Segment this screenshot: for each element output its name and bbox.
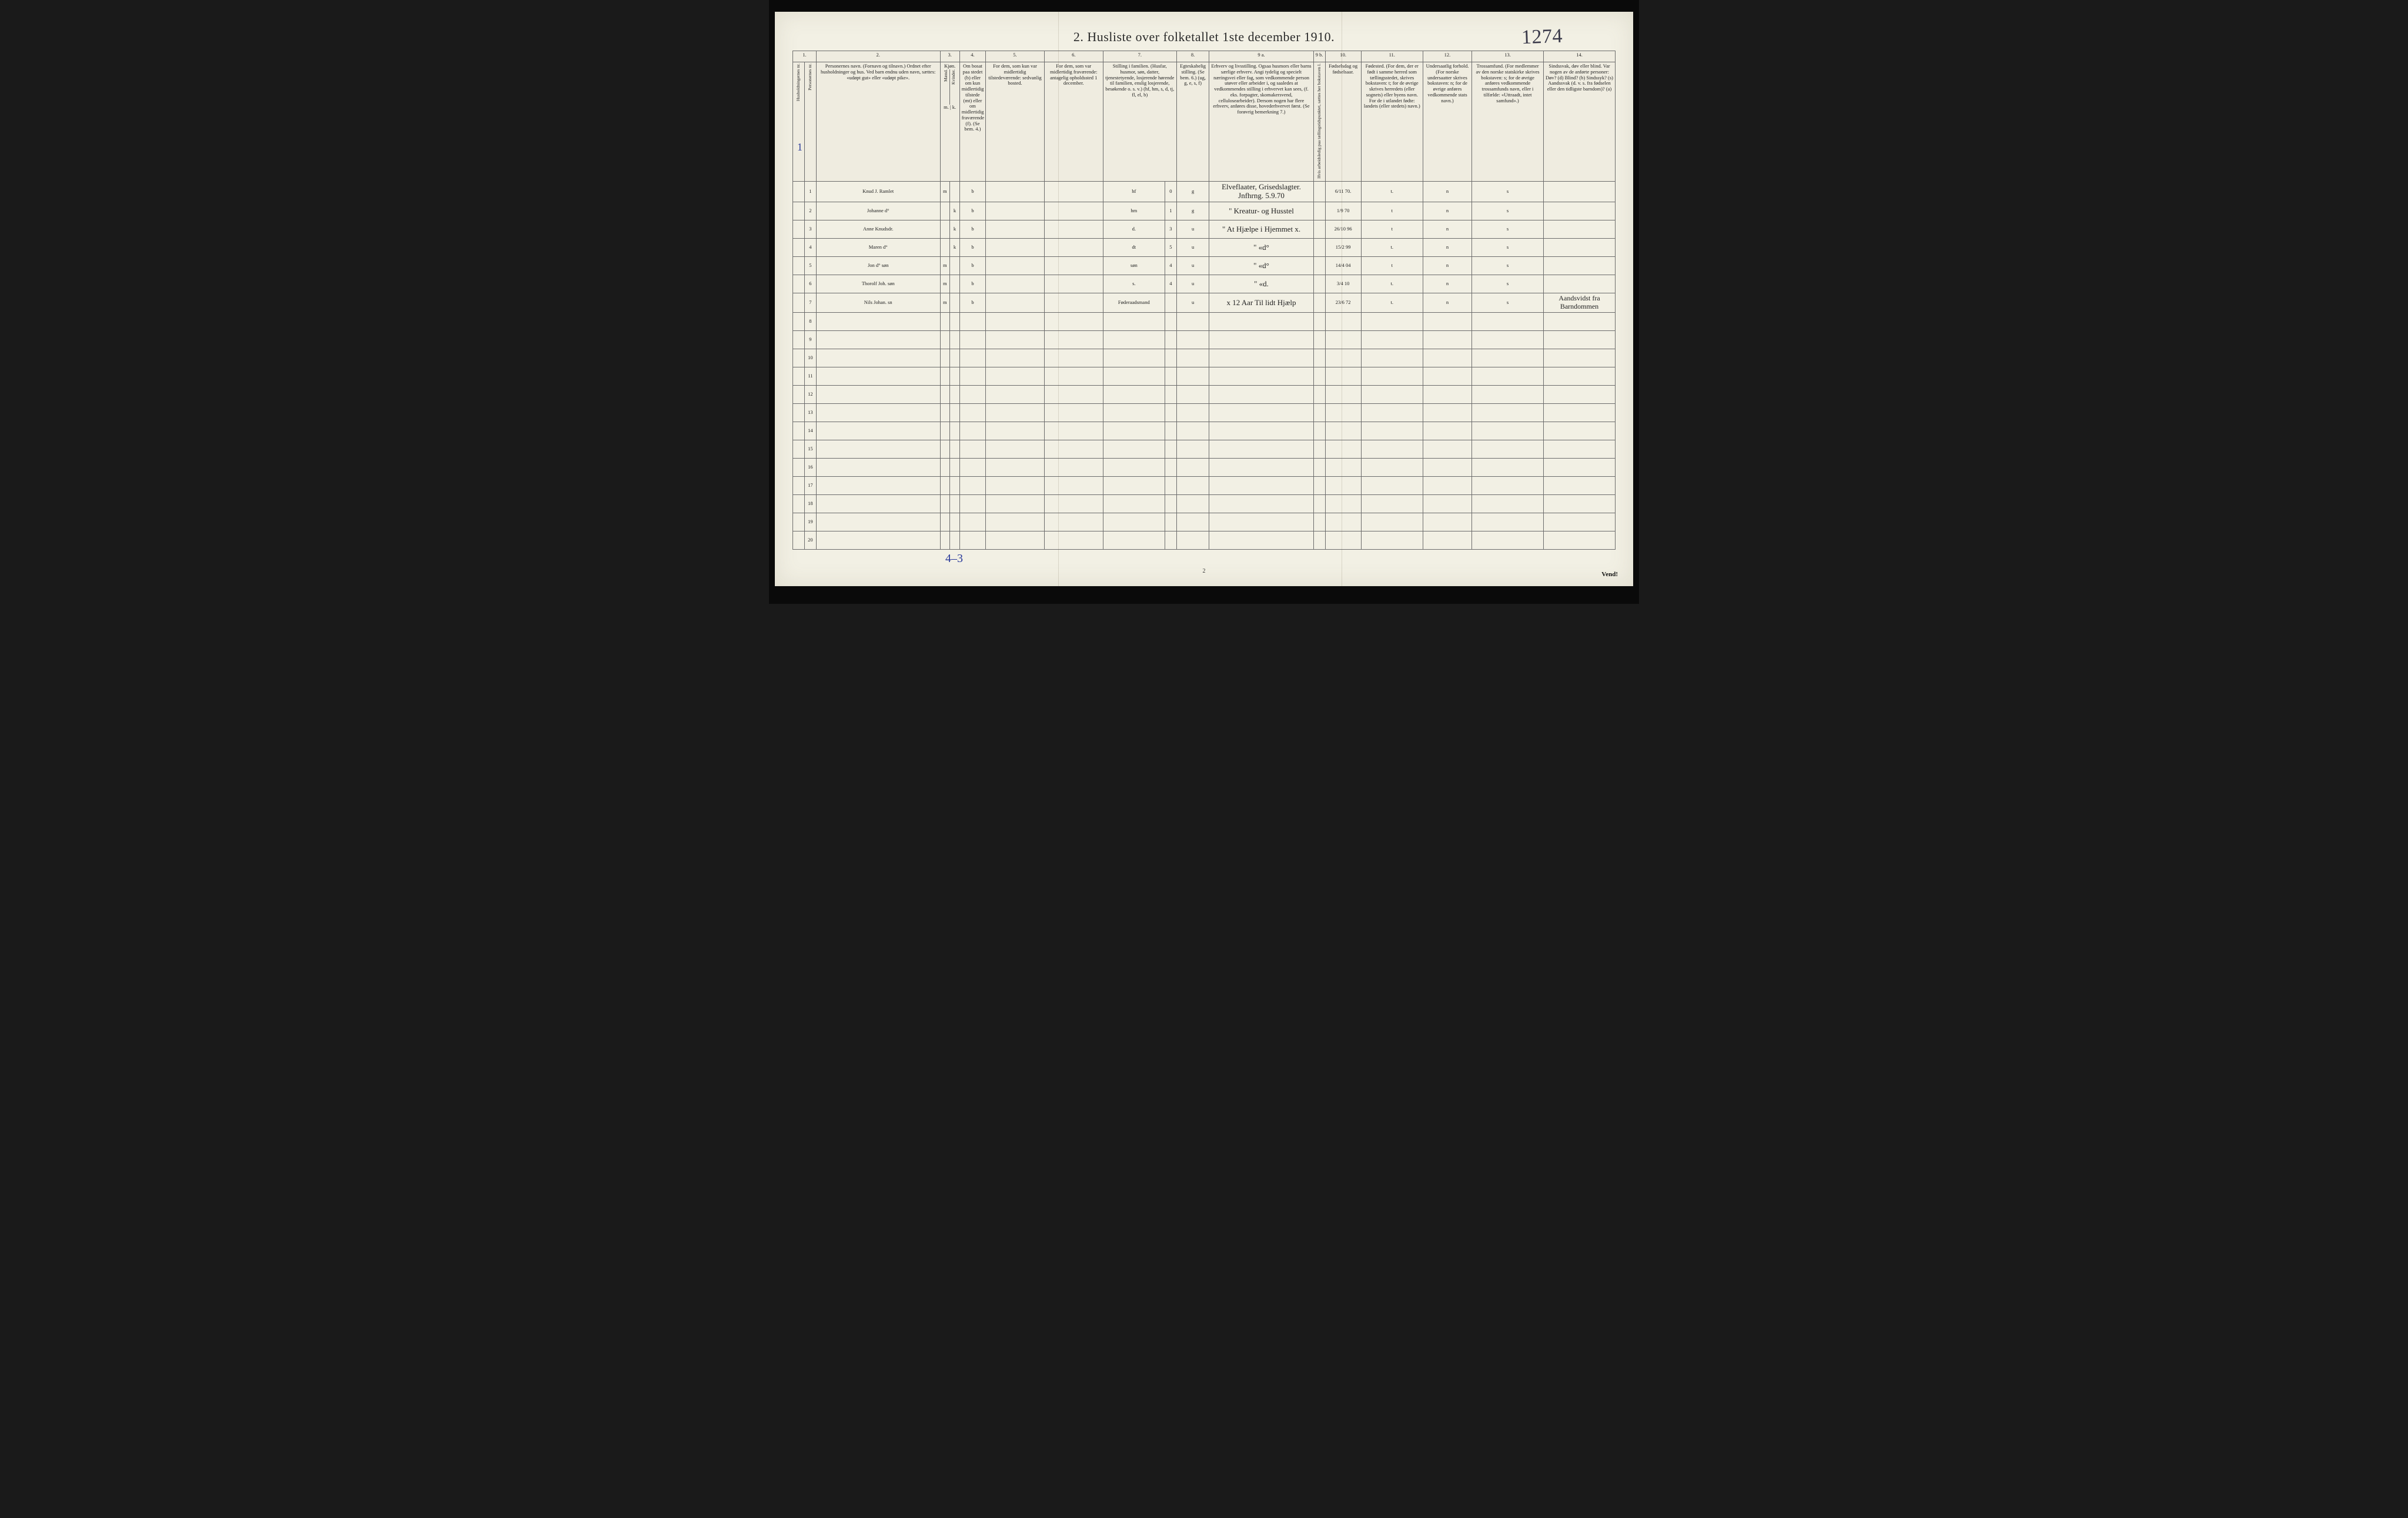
colnum-12: 12. <box>1423 51 1471 62</box>
header-bosat: Om bosat paa stedet (b) eller om kun mid… <box>959 62 985 182</box>
header-person-nr: Personernes nr. <box>804 62 816 182</box>
table-body: 1Knud J. Ramletmbhf0gElveflaater, Grised… <box>793 182 1616 549</box>
table-row-empty: 17 <box>793 476 1616 494</box>
table-row: 1Knud J. Ramletmbhf0gElveflaater, Grised… <box>793 182 1616 202</box>
vend-label: Vend! <box>1601 571 1618 578</box>
table-row: 5Jon d° sønmbsøn4u" «d°14/4 04tns <box>793 257 1616 275</box>
table-row-empty: 14 <box>793 422 1616 440</box>
header-names: Personernes navn. (Fornavn og tilnavn.) … <box>816 62 940 182</box>
table-row: 3Anne Knudsdr.kbd.3u" At Hjælpe i Hjemme… <box>793 220 1616 239</box>
colnum-7: 7. <box>1103 51 1176 62</box>
page-title: 2. Husliste over folketallet 1ste decemb… <box>1073 29 1335 44</box>
blue-tick-mark: 1 <box>797 141 802 153</box>
colnum-6: 6. <box>1044 51 1103 62</box>
header-trossamfund: Trossamfund. (For medlemmer av den norsk… <box>1472 62 1544 182</box>
table-row-empty: 11 <box>793 367 1616 385</box>
table-row-empty: 13 <box>793 403 1616 422</box>
header-hh-nr: Husholdningernes nr. <box>793 62 805 182</box>
header-egteskab: Egteskabelig stilling. (Se bem. 6.) (ug,… <box>1176 62 1209 182</box>
colnum-3: 3. <box>940 51 959 62</box>
table-row: 2Johanne d°kbhm1g" Kreatur- og Husstel1/… <box>793 202 1616 220</box>
colnum-4: 4. <box>959 51 985 62</box>
table-row-empty: 18 <box>793 494 1616 513</box>
header-undersaat: Undersaatlig forhold. (For norske unders… <box>1423 62 1471 182</box>
colnum-10: 10. <box>1325 51 1361 62</box>
table-row-empty: 10 <box>793 349 1616 367</box>
handwritten-number-topright: 1274 <box>1521 25 1563 49</box>
header-midl-tilstede: For dem, som kun var midlertidig tilsted… <box>986 62 1045 182</box>
table-row-empty: 12 <box>793 385 1616 403</box>
header-sex: Kjøn. Mænd. Kvinder. m. | k. <box>940 62 959 182</box>
table-row: 4Maren d°kbdt5u" «d°15/2 99t.ns <box>793 239 1616 257</box>
colnum-14: 14. <box>1544 51 1616 62</box>
colnum-11: 11. <box>1361 51 1423 62</box>
page-title-row: 2. Husliste over folketallet 1ste decemb… <box>792 29 1616 45</box>
colnum-1: 1. <box>793 51 817 62</box>
document-page: 2. Husliste over folketallet 1ste decemb… <box>775 12 1633 586</box>
table-row: 6Thorolf Joh. sønmbs.4u" «d.3/4 10t.ns <box>793 275 1616 293</box>
header-stilling-fam: Stilling i familien. (Husfar, husmor, sø… <box>1103 62 1176 182</box>
table-row-empty: 8 <box>793 312 1616 330</box>
scan-frame: 2. Husliste over folketallet 1ste decemb… <box>769 0 1639 604</box>
header-arbeidsledig: Hvis arbeidsledig paa tællingstidspunkte… <box>1313 62 1325 182</box>
colnum-13: 13. <box>1472 51 1544 62</box>
header-fodested: Fødested. (For dem, der er født i samme … <box>1361 62 1423 182</box>
header-sindssvak: Sindssvak, døv eller blind. Var nogen av… <box>1544 62 1616 182</box>
table-row-empty: 19 <box>793 513 1616 531</box>
table-row: 7Nils Johan. snmbFøderaadsmandux 12 Aar … <box>793 293 1616 313</box>
column-number-row: 1. 2. 3. 4. 5. 6. 7. 8. 9 a. 9 b. 10. 11… <box>793 51 1616 62</box>
table-row-empty: 20 <box>793 531 1616 549</box>
printed-page-number: 2 <box>792 568 1616 574</box>
handwritten-bottom-note: 4–3 <box>945 552 1616 566</box>
table-row-empty: 15 <box>793 440 1616 458</box>
header-fodselsdato: Fødselsdag og fødselsaar. <box>1325 62 1361 182</box>
header-midl-fravaer: For dem, som var midlertidig fraværende:… <box>1044 62 1103 182</box>
table-row-empty: 9 <box>793 330 1616 349</box>
colnum-2: 2. <box>816 51 940 62</box>
colnum-9b: 9 b. <box>1313 51 1325 62</box>
colnum-9a: 9 a. <box>1209 51 1313 62</box>
header-erhverv: Erhverv og livsstilling. Ogsaa husmors e… <box>1209 62 1313 182</box>
table-row-empty: 16 <box>793 458 1616 476</box>
census-table: 1. 2. 3. 4. 5. 6. 7. 8. 9 a. 9 b. 10. 11… <box>792 51 1616 550</box>
colnum-8: 8. <box>1176 51 1209 62</box>
table-header: 1. 2. 3. 4. 5. 6. 7. 8. 9 a. 9 b. 10. 11… <box>793 51 1616 182</box>
colnum-5: 5. <box>986 51 1045 62</box>
column-header-row: Husholdningernes nr. Personernes nr. Per… <box>793 62 1616 182</box>
